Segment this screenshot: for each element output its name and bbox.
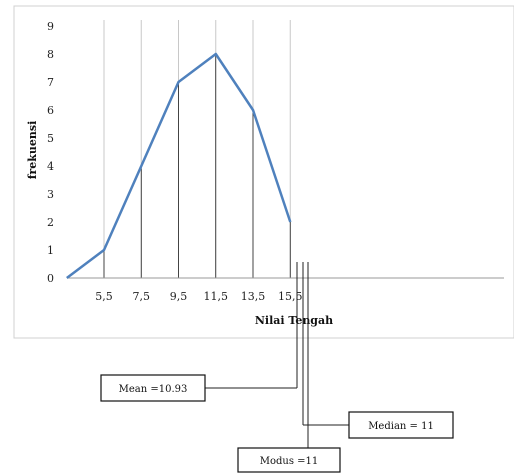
y-tick-label-7: 7 [47,76,54,89]
y-tick-label-2: 2 [47,216,54,229]
x-axis-title: Nilai Tengah [255,314,333,327]
statistics-annotations: Mean =10.93 Median = 11 Modus =11 [100,262,454,473]
series-line [66,52,292,279]
annotation-box-3 [237,447,341,473]
y-tick-label-6: 6 [47,104,54,117]
x-tick-label-1: 5,5 [95,290,113,303]
y-tick-label-9: 9 [47,20,54,33]
y-tick-label-0: 0 [47,272,54,285]
y-tick-label-8: 8 [47,48,54,61]
annotation-box-2 [348,411,454,439]
annotation-box-1 [100,374,206,402]
y-tick-label-5: 5 [47,132,54,145]
x-tick-label-4: 11,5 [204,290,229,303]
y-tick-label-4: 4 [47,160,54,173]
annotation-label-3: Modus =11 [260,456,319,467]
drop-lines [103,54,291,278]
chart-area-border [13,5,514,339]
x-tick-label-5: 13,5 [241,290,266,303]
y-tick-labels: 0 1 2 3 4 5 6 7 8 9 [47,20,54,285]
x-tick-label-6: 15,5 [278,290,303,303]
x-tick-label-3: 9,5 [170,290,188,303]
y-tick-label-1: 1 [47,244,54,257]
x-tick-label-2: 7,5 [133,290,151,303]
y-axis-title: frekuensi [26,121,39,180]
x-tick-labels: 5,5 7,5 9,5 11,5 13,5 15,5 [95,290,302,303]
annotation-label-2: Median = 11 [368,421,434,432]
y-tick-label-3: 3 [47,188,54,201]
annotation-label-1: Mean =10.93 [119,384,188,395]
